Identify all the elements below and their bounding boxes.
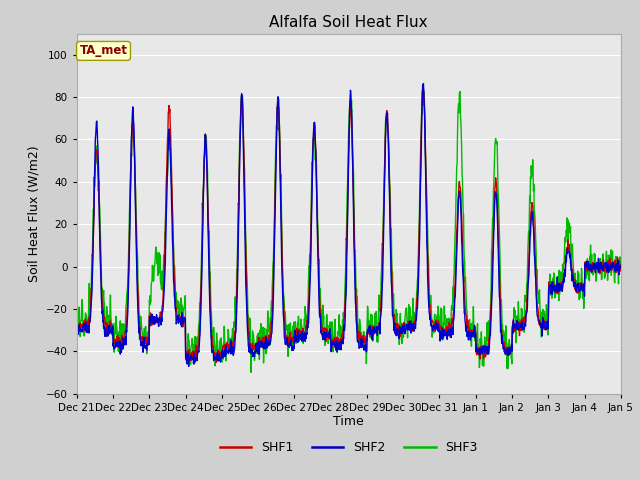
Line: SHF3: SHF3: [77, 91, 621, 372]
SHF1: [180, 317, 188, 323]
SHF3: [434, 320, 442, 326]
Text: TA_met: TA_met: [79, 44, 127, 58]
Title: Alfalfa Soil Heat Flux: Alfalfa Soil Heat Flux: [269, 15, 428, 30]
SHF3: [255, 340, 263, 346]
SHF3: [73, 309, 81, 314]
Line: SHF2: SHF2: [77, 84, 621, 366]
SHF3: [180, 302, 188, 308]
SHF2: [195, 349, 202, 355]
SHF2: [420, 81, 428, 86]
SHF2: [553, 284, 561, 290]
SHF1: [73, 318, 81, 324]
X-axis label: Time: Time: [333, 415, 364, 429]
SHF2: [185, 363, 193, 369]
SHF2: [180, 316, 188, 322]
SHF3: [420, 88, 428, 94]
SHF1: [434, 324, 442, 330]
SHF1: [505, 351, 513, 357]
SHF2: [255, 351, 263, 357]
SHF3: [617, 260, 625, 265]
SHF1: [194, 344, 202, 350]
SHF1: [553, 290, 561, 296]
SHF1: [617, 266, 625, 272]
SHF3: [247, 370, 255, 375]
SHF2: [505, 346, 513, 351]
SHF3: [553, 278, 561, 284]
SHF3: [505, 348, 513, 354]
SHF2: [434, 328, 442, 334]
SHF2: [73, 336, 81, 341]
Y-axis label: Soil Heat Flux (W/m2): Soil Heat Flux (W/m2): [28, 145, 40, 282]
SHF2: [617, 265, 625, 271]
Legend: SHF1, SHF2, SHF3: SHF1, SHF2, SHF3: [214, 436, 483, 459]
Line: SHF1: SHF1: [77, 89, 621, 362]
SHF1: [255, 338, 263, 344]
SHF1: [420, 86, 428, 92]
SHF3: [194, 347, 202, 352]
SHF1: [212, 360, 220, 365]
